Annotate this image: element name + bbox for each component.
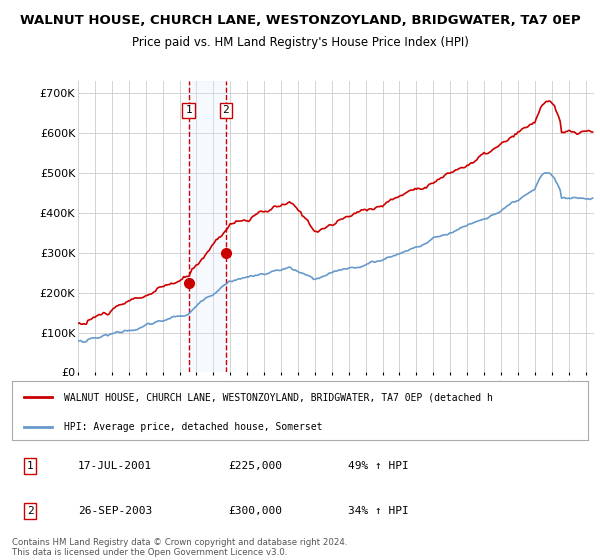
Text: 2: 2 [223, 105, 229, 115]
Text: 1: 1 [26, 461, 34, 471]
Text: 2: 2 [26, 506, 34, 516]
Text: 49% ↑ HPI: 49% ↑ HPI [348, 461, 409, 471]
Text: Price paid vs. HM Land Registry's House Price Index (HPI): Price paid vs. HM Land Registry's House … [131, 36, 469, 49]
Text: 34% ↑ HPI: 34% ↑ HPI [348, 506, 409, 516]
Text: HPI: Average price, detached house, Somerset: HPI: Average price, detached house, Some… [64, 422, 322, 432]
Text: 1: 1 [185, 105, 192, 115]
Text: 26-SEP-2003: 26-SEP-2003 [78, 506, 152, 516]
Text: WALNUT HOUSE, CHURCH LANE, WESTONZOYLAND, BRIDGWATER, TA7 0EP: WALNUT HOUSE, CHURCH LANE, WESTONZOYLAND… [20, 14, 580, 27]
Text: £225,000: £225,000 [228, 461, 282, 471]
Text: 17-JUL-2001: 17-JUL-2001 [78, 461, 152, 471]
Text: WALNUT HOUSE, CHURCH LANE, WESTONZOYLAND, BRIDGWATER, TA7 0EP (detached h: WALNUT HOUSE, CHURCH LANE, WESTONZOYLAND… [64, 392, 493, 402]
Bar [188, 81, 226, 372]
Text: Contains HM Land Registry data © Crown copyright and database right 2024.
This d: Contains HM Land Registry data © Crown c… [12, 538, 347, 557]
Text: £300,000: £300,000 [228, 506, 282, 516]
